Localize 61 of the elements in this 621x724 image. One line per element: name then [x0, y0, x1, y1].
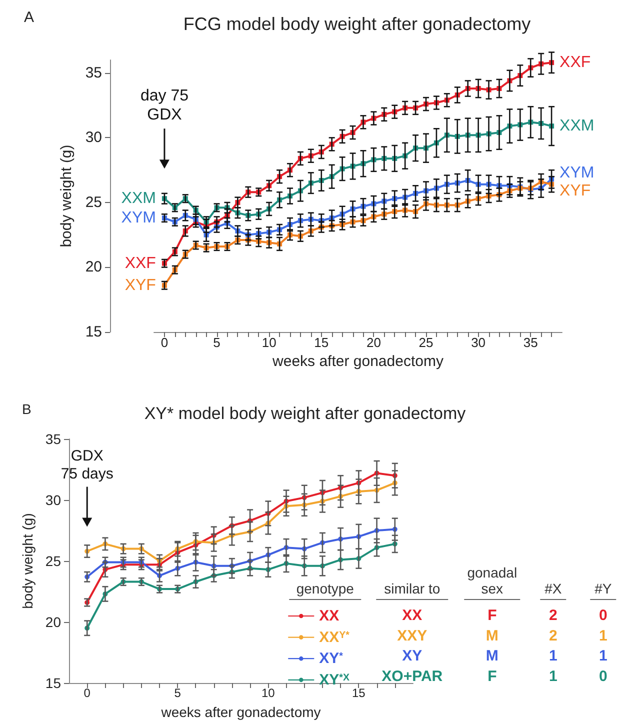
- annotation: XO+PAR: [382, 668, 443, 685]
- series-label: XYF: [560, 182, 591, 200]
- x-tick-label: 20: [366, 335, 381, 350]
- x-tick-label: 10: [261, 686, 276, 700]
- text: 1: [548, 668, 558, 685]
- y-tick-label: 35: [45, 431, 62, 447]
- y-tick-label: 30: [85, 129, 102, 146]
- series-label: XYM: [560, 164, 594, 182]
- legend-label: XY*: [319, 650, 344, 668]
- legend-label: XX: [319, 608, 340, 624]
- x-tick-label: 0: [160, 335, 168, 350]
- annotation: GDX 75 days: [60, 447, 114, 482]
- text: F: [488, 607, 497, 624]
- y-tick-label: 20: [85, 258, 102, 276]
- text: gonadal sex: [467, 564, 518, 596]
- x-tick-label: 15: [352, 686, 366, 700]
- x-tick-label: 5: [213, 335, 220, 350]
- text: 2: [548, 627, 558, 644]
- annotation: XX: [402, 607, 422, 624]
- text: 0: [598, 607, 608, 624]
- text: XYF: [124, 276, 156, 294]
- x-tick-label: 35: [523, 335, 538, 350]
- text: B: [22, 401, 32, 417]
- y-tick-label: 20: [45, 614, 62, 630]
- chart-title: XY* model body weight after gonadectomy: [144, 404, 466, 423]
- y-tick-label: 35: [85, 64, 102, 82]
- text: XXF: [124, 254, 156, 272]
- text: M: [486, 627, 498, 644]
- text: 1: [598, 648, 608, 665]
- annotation: XXY: [397, 627, 428, 644]
- chart-title: FCG model body weight after gonadectomy: [183, 14, 531, 34]
- annotation: similar to: [384, 580, 440, 596]
- text: A: [24, 9, 34, 26]
- text: XXM: [121, 190, 156, 208]
- annotation: genotype: [296, 580, 354, 596]
- annotation: day 75 GDX: [140, 88, 189, 124]
- x-tick-label: 10: [262, 335, 276, 350]
- text: #Y: [594, 580, 612, 596]
- y-axis-title: body weight (g): [20, 513, 36, 609]
- x-tick-label: 25: [418, 335, 434, 350]
- x-tick-label: 0: [84, 686, 91, 700]
- text: #X: [544, 580, 562, 596]
- text: M: [486, 648, 498, 665]
- series-label: XXF: [560, 54, 591, 72]
- annotation: XY: [402, 648, 422, 665]
- text: F: [488, 668, 497, 685]
- text: 1: [598, 627, 608, 644]
- x-axis-title: weeks after gonadectomy: [160, 704, 321, 720]
- x-tick-label: 15: [314, 335, 329, 350]
- y-tick-label: 30: [45, 492, 62, 508]
- text: 2: [548, 607, 558, 624]
- x-axis-title: weeks after gonadectomy: [272, 353, 444, 370]
- text: 1: [548, 648, 558, 665]
- y-tick-label: 25: [85, 194, 102, 211]
- series-label: XXM: [560, 118, 594, 135]
- x-tick-label: 30: [471, 335, 486, 350]
- x-tick-label: 5: [174, 686, 182, 700]
- text: XYM: [121, 210, 156, 227]
- text: 0: [598, 668, 608, 685]
- y-tick-label: 25: [45, 553, 62, 569]
- y-axis-title: body weight (g): [58, 144, 75, 248]
